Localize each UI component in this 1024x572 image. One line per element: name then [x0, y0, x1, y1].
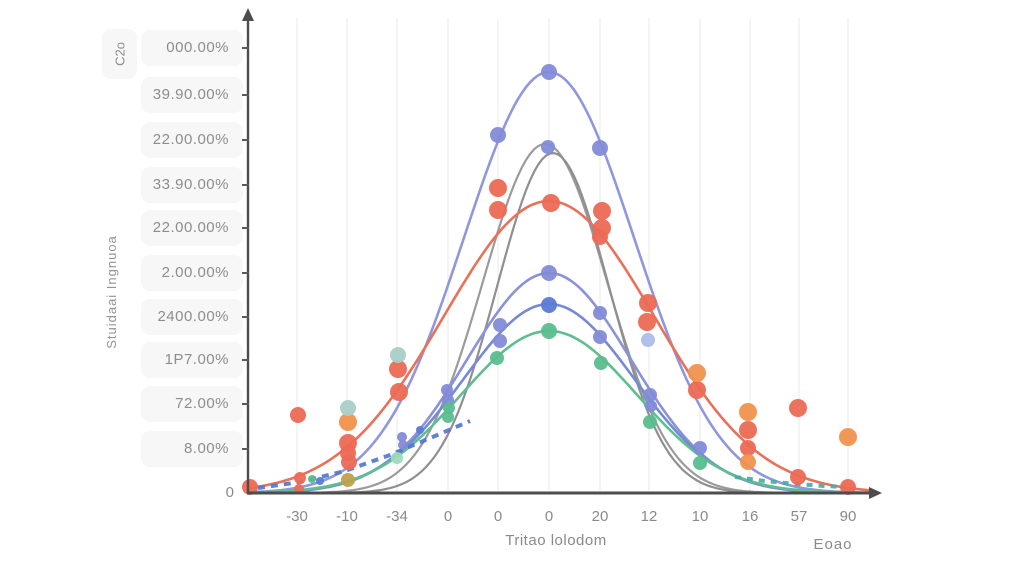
- data-point-red: [639, 294, 657, 312]
- data-point-green: [643, 415, 657, 429]
- data-point-red: [739, 421, 757, 439]
- data-point-green: [541, 323, 557, 339]
- origin-label: 0: [225, 484, 234, 501]
- y-axis-label-pill: 1P7.00%: [141, 342, 243, 378]
- corner-pill: C2o: [102, 29, 137, 79]
- y-axis-label-pill: 000.00%: [141, 30, 243, 66]
- data-point-red: [489, 179, 507, 197]
- data-point-periwinkle: [593, 306, 607, 320]
- y-axis-label-pill: 39.90.00%: [141, 77, 243, 113]
- data-point-blue: [541, 297, 557, 313]
- data-point-red: [390, 383, 408, 401]
- data-point-red: [688, 381, 706, 399]
- y-axis-label-pill: 2400.00%: [141, 299, 243, 335]
- data-point-red: [290, 407, 306, 423]
- x-axis-arrow: [869, 487, 882, 499]
- data-point-red: [592, 229, 608, 245]
- data-point-red: [790, 469, 806, 485]
- y-axis-label-pill: 33.90.00%: [141, 167, 243, 203]
- data-point-blue: [416, 426, 424, 434]
- x-axis-tick-label: 0: [493, 508, 503, 525]
- x-axis-tick-label: 0: [544, 508, 554, 525]
- data-point-periwinkle: [541, 140, 555, 154]
- data-point-periwinkle: [493, 334, 507, 348]
- data-point-green: [443, 402, 455, 414]
- data-point-red: [840, 479, 856, 495]
- x-axis-title: Tritao lolodom: [505, 532, 607, 549]
- y-axis-label-pill: 22.00.00%: [141, 122, 243, 158]
- data-point-orange: [688, 364, 706, 382]
- data-point-palegreen: [391, 452, 403, 464]
- data-point-red: [294, 472, 306, 484]
- x-axis-tick-label: 90: [839, 508, 857, 525]
- data-point-orange: [740, 454, 756, 470]
- data-point-orange: [839, 428, 857, 446]
- data-point-periwinkle: [643, 388, 657, 402]
- y-axis-arrow: [242, 8, 254, 21]
- data-point-green: [442, 411, 454, 423]
- data-point-blue: [316, 477, 324, 485]
- y-axis-label-pill: 72.00%: [141, 386, 243, 422]
- data-point-red: [740, 440, 756, 456]
- x-axis-tick-label: 12: [640, 508, 658, 525]
- data-point-periwinkle: [592, 140, 608, 156]
- x-axis-tick-label: -10: [336, 508, 358, 525]
- data-point-periwinkle: [541, 265, 557, 281]
- data-point-paleblue: [641, 333, 655, 347]
- data-point-periwinkle: [593, 330, 607, 344]
- data-point-periwinkle: [493, 318, 507, 332]
- data-point-green: [490, 351, 504, 365]
- data-point-red: [341, 454, 357, 470]
- data-point-red: [593, 202, 611, 220]
- x-axis-tick-label: 16: [741, 508, 759, 525]
- bottom-right-label: Eoao: [813, 536, 853, 553]
- x-axis-tick-label: 20: [591, 508, 609, 525]
- data-point-green: [693, 456, 707, 470]
- data-point-periwinkle: [398, 440, 408, 450]
- data-point-periwinkle: [397, 432, 407, 442]
- data-point-green: [594, 356, 608, 370]
- y-axis-label-pill: 22.00.00%: [141, 210, 243, 246]
- curve-bell-periwinkle-large: [248, 70, 872, 494]
- data-point-red: [638, 313, 656, 331]
- x-axis-tick-label: 10: [691, 508, 709, 525]
- data-point-red: [542, 194, 560, 212]
- data-point-periwinkle: [693, 441, 707, 455]
- data-point-periwinkle: [541, 64, 557, 80]
- x-axis-tick-label: 0: [443, 508, 453, 525]
- data-point-red: [789, 399, 807, 417]
- data-point-periwinkle: [441, 384, 453, 396]
- data-point-red: [389, 360, 407, 378]
- data-point-orange: [739, 403, 757, 421]
- data-point-red: [242, 479, 258, 495]
- data-point-teal: [390, 347, 406, 363]
- data-point-orange: [339, 413, 357, 431]
- x-axis-tick-label: 57: [790, 508, 808, 525]
- y-axis-label-pill: 2.00.00%: [141, 255, 243, 291]
- x-axis-tick-label: -30: [286, 508, 308, 525]
- data-point-red: [489, 201, 507, 219]
- y-axis-label-pill: 8.00%: [141, 431, 243, 467]
- data-point-olive: [341, 473, 355, 487]
- data-point-teal: [340, 400, 356, 416]
- data-point-green: [308, 475, 316, 483]
- data-point-periwinkle: [645, 400, 657, 412]
- data-point-periwinkle: [490, 127, 506, 143]
- x-axis-tick-label: -34: [386, 508, 408, 525]
